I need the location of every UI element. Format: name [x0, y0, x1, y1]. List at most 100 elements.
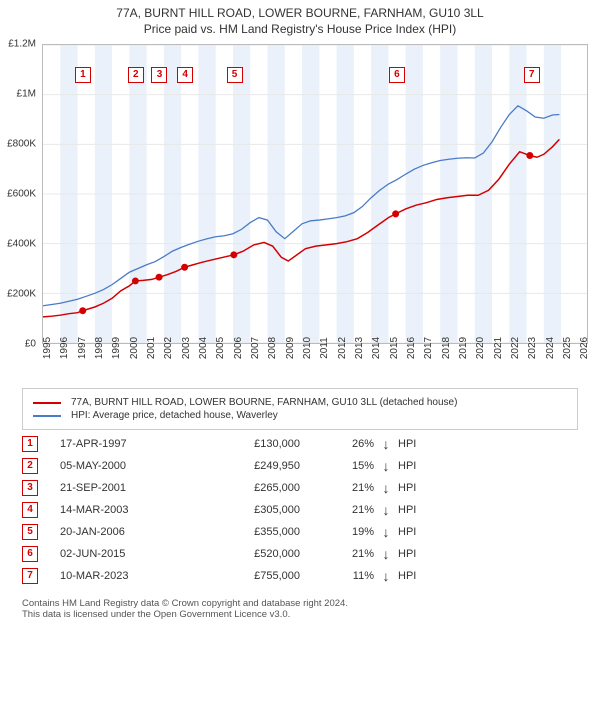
- table-row: 710-MAR-2023£755,00011%↓HPI: [22, 568, 578, 584]
- down-arrow-icon: ↓: [374, 436, 398, 452]
- tx-hpi-label: HPI: [398, 504, 416, 516]
- table-row: 5 20-JAN-2006£355,00019%↓HPI: [22, 524, 578, 540]
- x-tick-label: 2016: [406, 337, 417, 359]
- y-axis-labels: £0£200K£400K£600K£800K£1M£1.2M: [0, 44, 40, 344]
- x-tick-label: 2020: [475, 337, 486, 359]
- x-tick-label: 1995: [42, 337, 53, 359]
- tx-date: 05-MAY-2000: [60, 460, 190, 472]
- x-tick-label: 2000: [129, 337, 140, 359]
- tx-marker: 4: [22, 502, 38, 518]
- x-tick-label: 2019: [458, 337, 469, 359]
- tx-date: 20-JAN-2006: [60, 526, 190, 538]
- x-tick-label: 2015: [389, 337, 400, 359]
- x-tick-label: 2018: [441, 337, 452, 359]
- chart-point-marker: 6: [389, 67, 405, 83]
- x-tick-label: 2012: [337, 337, 348, 359]
- chart-point-marker: 3: [151, 67, 167, 83]
- table-row: 321-SEP-2001£265,00021%↓HPI: [22, 480, 578, 496]
- y-tick-label: £200K: [7, 289, 36, 300]
- x-tick-label: 2006: [233, 337, 244, 359]
- x-tick-label: 1999: [111, 337, 122, 359]
- down-arrow-icon: ↓: [374, 546, 398, 562]
- x-tick-label: 2011: [319, 337, 330, 359]
- tx-diff-pct: 21%: [334, 504, 374, 516]
- legend-label: HPI: Average price, detached house, Wave…: [71, 410, 278, 421]
- chart-point-marker: 1: [75, 67, 91, 83]
- x-tick-label: 2014: [371, 337, 382, 359]
- tx-hpi-label: HPI: [398, 548, 416, 560]
- legend-label: 77A, BURNT HILL ROAD, LOWER BOURNE, FARN…: [71, 397, 457, 408]
- tx-price: £130,000: [190, 438, 334, 450]
- x-tick-label: 2021: [493, 337, 504, 359]
- x-tick-label: 2009: [285, 337, 296, 359]
- x-tick-label: 2004: [198, 337, 209, 359]
- tx-diff-pct: 26%: [334, 438, 374, 450]
- tx-marker: 6: [22, 546, 38, 562]
- chart-point-marker: 7: [524, 67, 540, 83]
- tx-price: £265,000: [190, 482, 334, 494]
- x-tick-label: 2008: [267, 337, 278, 359]
- legend-item: HPI: Average price, detached house, Wave…: [33, 410, 567, 421]
- chart-point-marker: 5: [227, 67, 243, 83]
- down-arrow-icon: ↓: [374, 502, 398, 518]
- table-row: 205-MAY-2000£249,95015%↓HPI: [22, 458, 578, 474]
- y-tick-label: £0: [25, 339, 36, 350]
- x-tick-label: 1998: [94, 337, 105, 359]
- legend-swatch: [33, 415, 61, 417]
- tx-price: £355,000: [190, 526, 334, 538]
- tx-marker: 3: [22, 480, 38, 496]
- tx-price: £520,000: [190, 548, 334, 560]
- tx-marker: 2: [22, 458, 38, 474]
- chart-point-marker: 4: [177, 67, 193, 83]
- tx-price: £305,000: [190, 504, 334, 516]
- x-tick-label: 2005: [215, 337, 226, 359]
- price-chart: 1 234 5 6 7: [42, 44, 588, 344]
- x-tick-label: 2007: [250, 337, 261, 359]
- table-row: 117-APR-1997£130,00026%↓HPI: [22, 436, 578, 452]
- down-arrow-icon: ↓: [374, 480, 398, 496]
- y-tick-label: £600K: [7, 189, 36, 200]
- x-tick-label: 2017: [423, 337, 434, 359]
- page-container: 77A, BURNT HILL ROAD, LOWER BOURNE, FARN…: [0, 0, 600, 710]
- down-arrow-icon: ↓: [374, 524, 398, 540]
- title-line-1: 77A, BURNT HILL ROAD, LOWER BOURNE, FARN…: [10, 6, 590, 20]
- legend-swatch: [33, 402, 61, 404]
- transaction-table: 117-APR-1997£130,00026%↓HPI205-MAY-2000£…: [22, 436, 578, 584]
- tx-price: £249,950: [190, 460, 334, 472]
- tx-hpi-label: HPI: [398, 526, 416, 538]
- tx-marker: 5: [22, 524, 38, 540]
- x-tick-label: 2002: [163, 337, 174, 359]
- tx-date: 10-MAR-2023: [60, 570, 190, 582]
- tx-hpi-label: HPI: [398, 438, 416, 450]
- x-axis-labels: 1995199619971998199920002001200220032004…: [42, 344, 588, 384]
- x-tick-label: 1997: [77, 337, 88, 359]
- chart-footer: Contains HM Land Registry data © Crown c…: [22, 598, 578, 620]
- x-tick-label: 1996: [59, 337, 70, 359]
- chart-svg: [43, 45, 587, 343]
- tx-date: 17-APR-1997: [60, 438, 190, 450]
- tx-marker: 7: [22, 568, 38, 584]
- y-tick-label: £400K: [7, 239, 36, 250]
- tx-hpi-label: HPI: [398, 460, 416, 472]
- tx-diff-pct: 19%: [334, 526, 374, 538]
- down-arrow-icon: ↓: [374, 458, 398, 474]
- tx-diff-pct: 11%: [334, 570, 374, 582]
- tx-date: 14-MAR-2003: [60, 504, 190, 516]
- tx-date: 02-JUN-2015: [60, 548, 190, 560]
- tx-diff-pct: 21%: [334, 482, 374, 494]
- tx-hpi-label: HPI: [398, 482, 416, 494]
- legend-item: 77A, BURNT HILL ROAD, LOWER BOURNE, FARN…: [33, 397, 567, 408]
- table-row: 4 14-MAR-2003£305,00021%↓HPI: [22, 502, 578, 518]
- x-tick-label: 2023: [527, 337, 538, 359]
- y-tick-label: £1.2M: [8, 39, 36, 50]
- y-tick-label: £1M: [17, 89, 36, 100]
- x-tick-label: 2026: [579, 337, 590, 359]
- y-tick-label: £800K: [7, 139, 36, 150]
- x-tick-label: 2010: [302, 337, 313, 359]
- x-tick-label: 2013: [354, 337, 365, 359]
- chart-point-marker: 2: [128, 67, 144, 83]
- down-arrow-icon: ↓: [374, 568, 398, 584]
- footer-line-1: Contains HM Land Registry data © Crown c…: [22, 598, 578, 609]
- chart-legend: 77A, BURNT HILL ROAD, LOWER BOURNE, FARN…: [22, 388, 578, 430]
- x-tick-label: 2024: [545, 337, 556, 359]
